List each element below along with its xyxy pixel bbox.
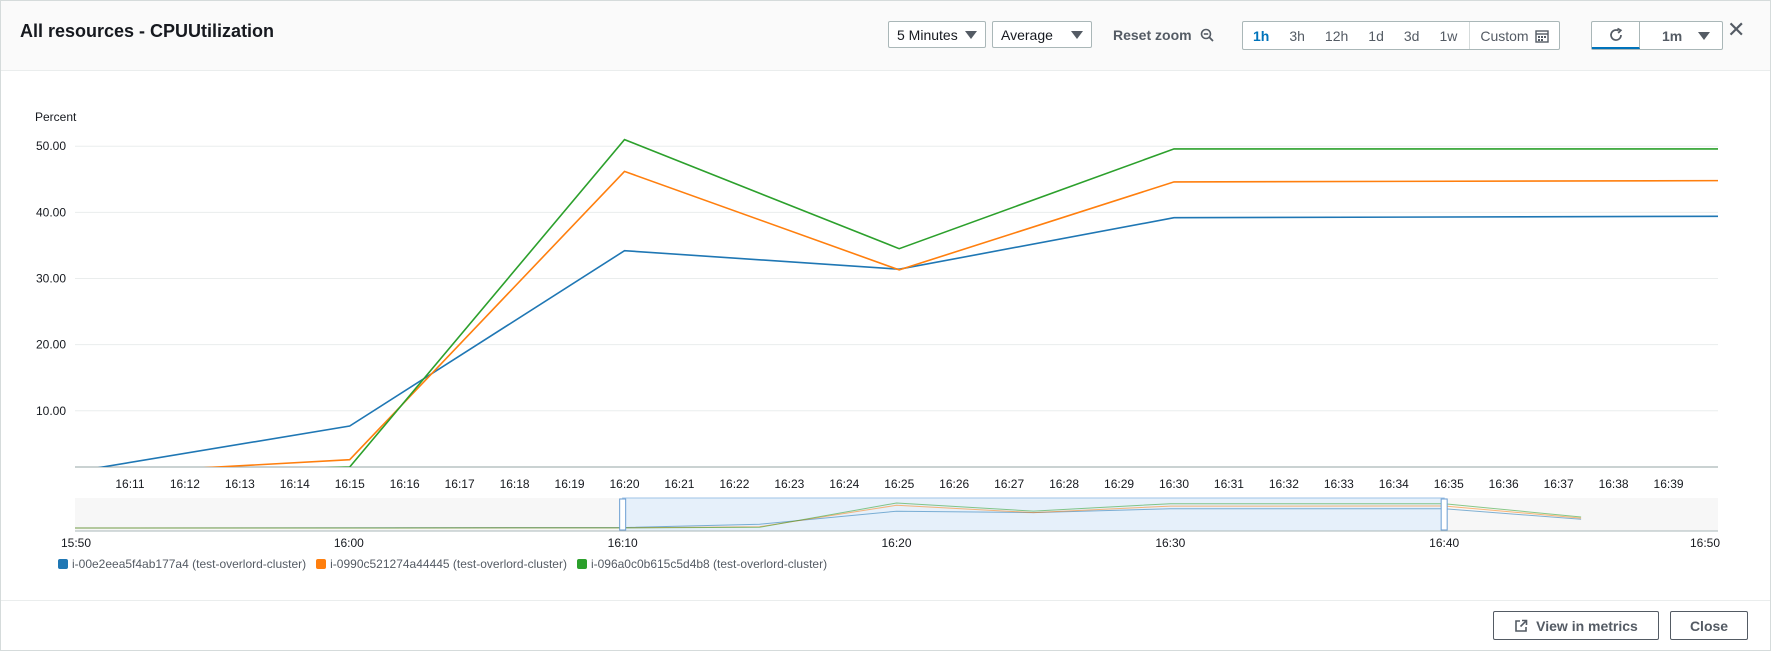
x-tick-label: 16:16 — [390, 477, 420, 491]
y-tick-label: 20.00 — [36, 338, 66, 352]
y-tick-label: 10.00 — [36, 404, 66, 418]
chart-legend: i-00e2eea5f4ab177a4 (test-overlord-clust… — [58, 557, 827, 571]
range-12h[interactable]: 12h — [1324, 27, 1349, 44]
x-tick-label: 16:14 — [280, 477, 310, 491]
x-tick-label: 16:30 — [1159, 477, 1189, 491]
navigator-tick-label: 15:50 — [61, 536, 91, 550]
caret-down-icon — [1698, 31, 1710, 40]
navigator-series-line — [74, 502, 1582, 529]
period-select[interactable]: 5 Minutes — [888, 21, 986, 48]
close-button[interactable]: Close — [1670, 611, 1748, 640]
statistic-select-value: Average — [1001, 26, 1053, 43]
time-range-selector: 1h 3h 12h 1d 3d 1w Custom — [1242, 21, 1560, 50]
legend-entry[interactable]: i-00e2eea5f4ab177a4 (test-overlord-clust… — [58, 557, 306, 571]
legend-swatch — [316, 559, 327, 569]
refresh-interval-select[interactable]: 1m — [1640, 22, 1722, 49]
x-tick-label: 16:37 — [1544, 477, 1574, 491]
modal-title: All resources - CPUUtilization — [20, 21, 275, 41]
navigator-selection — [622, 497, 1445, 532]
navigator-tick-label: 16:50 — [1690, 536, 1720, 550]
y-tick-label: 30.00 — [36, 272, 66, 286]
legend-entry[interactable]: i-096a0c0b615c5d4b8 (test-overlord-clust… — [576, 557, 828, 571]
navigator-handle — [619, 498, 627, 531]
series-line — [97, 215, 1718, 467]
x-tick-label: 16:20 — [609, 477, 639, 491]
x-tick-label: 16:25 — [884, 477, 914, 491]
navigator-tick-label: 16:40 — [1429, 536, 1459, 550]
close-button-label: Close — [1689, 617, 1729, 634]
close-icon[interactable]: ✕ — [1727, 17, 1746, 42]
caret-down-icon — [1071, 30, 1083, 39]
external-link-icon — [1515, 619, 1528, 632]
navigator-series-line — [74, 508, 1582, 529]
series-line — [324, 138, 1718, 467]
x-tick-label: 16:22 — [719, 477, 749, 491]
refresh-interval-value: 1m — [1662, 27, 1683, 44]
y-axis-label: Percent — [35, 110, 77, 124]
x-tick-label: 16:38 — [1599, 477, 1629, 491]
reset-zoom-button[interactable]: Reset zoom — [1113, 27, 1214, 43]
x-tick-label: 16:35 — [1434, 477, 1464, 491]
refresh-control: 1m — [1591, 21, 1723, 50]
legend-swatch — [58, 559, 68, 569]
x-tick-label: 16:28 — [1049, 477, 1079, 491]
x-tick-label: 16:19 — [555, 477, 585, 491]
x-tick-label: 16:18 — [500, 477, 530, 491]
range-3d[interactable]: 3d — [1403, 27, 1420, 44]
cpu-utilization-chart: Percent 10.00 20.00 30.00 40.00 50.00 16:11 16:… — [35, 110, 1720, 550]
navigator-tick-label: 16:00 — [334, 536, 364, 550]
x-tick-label: 16:17 — [445, 477, 475, 491]
x-tick-label: 16:15 — [335, 477, 365, 491]
footer-divider — [1, 600, 1770, 601]
x-tick-label: 16:31 — [1214, 477, 1244, 491]
series-line — [203, 170, 1718, 467]
range-1h[interactable]: 1h — [1253, 27, 1270, 44]
x-tick-label: 16:36 — [1489, 477, 1519, 491]
navigator-tick-label: 16:30 — [1155, 536, 1185, 550]
statistic-select[interactable]: Average — [992, 21, 1092, 48]
caret-down-icon — [965, 30, 977, 39]
navigator-handle — [1440, 498, 1448, 531]
x-tick-label: 16:26 — [939, 477, 969, 491]
view-in-metrics-label: View in metrics — [1536, 617, 1638, 634]
period-select-value: 5 Minutes — [897, 26, 958, 43]
reset-zoom-label: Reset zoom — [1113, 27, 1192, 43]
legend-swatch — [576, 559, 587, 569]
x-tick-label: 16:27 — [994, 477, 1024, 491]
y-tick-label: 50.00 — [36, 139, 66, 153]
x-tick-label: 16:13 — [225, 477, 255, 491]
x-tick-label: 16:33 — [1324, 477, 1354, 491]
x-tick-label: 16:12 — [170, 477, 200, 491]
legend-label: i-0990c521274a44445 (test-overlord-clust… — [330, 557, 567, 571]
navigator-tick-label: 16:20 — [881, 536, 911, 550]
range-3h[interactable]: 3h — [1289, 27, 1305, 44]
range-custom[interactable]: Custom — [1470, 28, 1558, 44]
x-tick-label: 16:32 — [1269, 477, 1299, 491]
legend-entry[interactable]: i-0990c521274a44445 (test-overlord-clust… — [316, 557, 567, 571]
range-1w[interactable]: 1w — [1439, 27, 1458, 44]
x-tick-label: 16:23 — [774, 477, 804, 491]
calendar-icon — [1534, 29, 1549, 43]
range-divider — [1469, 22, 1471, 49]
refresh-icon — [1609, 27, 1622, 41]
x-tick-label: 16:39 — [1654, 477, 1684, 491]
x-tick-label: 16:29 — [1104, 477, 1134, 491]
range-custom-label: Custom — [1480, 27, 1529, 44]
view-in-metrics-button[interactable]: View in metrics — [1493, 611, 1659, 640]
range-1d[interactable]: 1d — [1368, 27, 1384, 44]
legend-label: i-00e2eea5f4ab177a4 (test-overlord-clust… — [72, 557, 307, 571]
navigator-tick-label: 16:10 — [608, 536, 638, 550]
x-tick-label: 16:21 — [664, 477, 694, 491]
zoom-out-icon — [1200, 28, 1214, 42]
y-tick-label: 40.00 — [36, 205, 66, 219]
refresh-button[interactable] — [1592, 22, 1640, 49]
x-tick-label: 16:34 — [1379, 477, 1409, 491]
legend-label: i-096a0c0b615c5d4b8 (test-overlord-clust… — [590, 557, 828, 571]
x-tick-label: 16:24 — [829, 477, 859, 491]
modal-header: All resources - CPUUtilization 5 Minutes… — [1, 1, 1770, 71]
x-tick-label: 16:11 — [115, 477, 144, 491]
